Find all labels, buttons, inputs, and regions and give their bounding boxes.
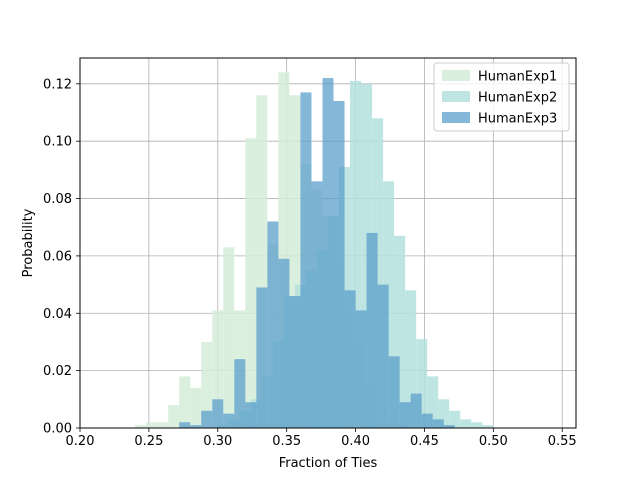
histogram-bar (355, 310, 367, 428)
histogram-bar (245, 402, 257, 428)
y-tick-label: 0.08 (43, 192, 72, 207)
histogram-bar (201, 341, 213, 428)
histogram-bar (394, 235, 406, 428)
histogram-bar (278, 258, 290, 428)
legend-swatch (442, 112, 470, 123)
histogram-bar (427, 376, 439, 428)
histogram-bar (421, 413, 433, 428)
histogram-bar (256, 95, 268, 429)
histogram-bar (289, 95, 301, 429)
y-tick-label: 0.12 (43, 77, 72, 92)
y-tick-label: 0.04 (43, 307, 72, 322)
histogram-bar (410, 393, 422, 428)
histogram-bars (135, 72, 494, 429)
histogram-bar (399, 402, 411, 428)
x-tick-label: 0.45 (410, 434, 439, 449)
legend-label: HumanExp2 (478, 91, 557, 106)
x-tick-label: 0.35 (272, 434, 301, 449)
histogram-bar (405, 290, 417, 428)
histogram-bar (179, 422, 191, 428)
legend-swatch (442, 91, 470, 102)
histogram-bar (482, 425, 494, 428)
y-tick-label: 0.06 (43, 249, 72, 264)
histogram-bar (223, 247, 235, 428)
x-axis-label: Fraction of Ties (279, 456, 378, 471)
x-tick-label: 0.55 (548, 434, 577, 449)
legend-label: HumanExp1 (478, 70, 557, 85)
histogram-bar (190, 387, 202, 428)
histogram-bar (443, 425, 455, 428)
histogram-bar (377, 284, 389, 428)
histogram-bar (256, 287, 268, 428)
series-humanexp3 (179, 78, 455, 429)
histogram-bar (157, 422, 169, 428)
histogram-bar (460, 419, 472, 428)
x-tick-label: 0.25 (134, 434, 163, 449)
histogram-bar (245, 138, 257, 429)
y-tick-label: 0.10 (43, 135, 72, 150)
legend-label: HumanExp3 (478, 112, 557, 127)
histogram-bar (267, 221, 279, 428)
histogram-bar (146, 422, 158, 428)
histogram-bar (350, 80, 362, 428)
histogram-bar (212, 310, 224, 428)
histogram-bar (300, 92, 312, 428)
legend-swatch (442, 70, 470, 81)
histogram-bar (471, 422, 483, 428)
y-axis-label: Probability (21, 208, 36, 277)
legend: HumanExp1 HumanExp2 HumanExp3 (433, 62, 570, 132)
histogram-bar (135, 425, 147, 428)
histogram-bar (449, 410, 461, 428)
histogram-bar (289, 296, 301, 428)
histogram-bar (438, 399, 450, 428)
histogram-bar (168, 405, 180, 428)
histogram-bar (322, 78, 334, 429)
histogram-bar (223, 413, 235, 428)
histogram-bar (432, 419, 444, 428)
histogram-bar (212, 399, 224, 428)
y-tick-label: 0.02 (43, 364, 72, 379)
histogram-bar (344, 290, 356, 428)
y-tick-label: 0.00 (43, 422, 72, 437)
x-tick-label: 0.20 (66, 434, 95, 449)
x-tick-label: 0.40 (341, 434, 370, 449)
histogram-bar (366, 232, 378, 428)
histogram-bar (311, 181, 323, 428)
histogram-bar (388, 356, 400, 428)
histogram-bar (179, 376, 191, 428)
histogram-bar (333, 101, 345, 428)
histogram-bar (190, 425, 202, 428)
histogram-bar (278, 72, 290, 428)
plot-frame (79, 57, 577, 429)
x-axis-ticks: 0.20 0.25 0.30 0.35 0.40 0.45 0.50 0.55 (66, 428, 577, 449)
y-axis-ticks: 0.00 0.02 0.04 0.06 0.08 0.10 0.12 (43, 77, 80, 437)
x-tick-label: 0.30 (203, 434, 232, 449)
x-tick-label: 0.50 (479, 434, 508, 449)
histogram-bar (416, 339, 428, 428)
histogram-bar (201, 410, 213, 428)
histogram-bar (234, 359, 246, 428)
